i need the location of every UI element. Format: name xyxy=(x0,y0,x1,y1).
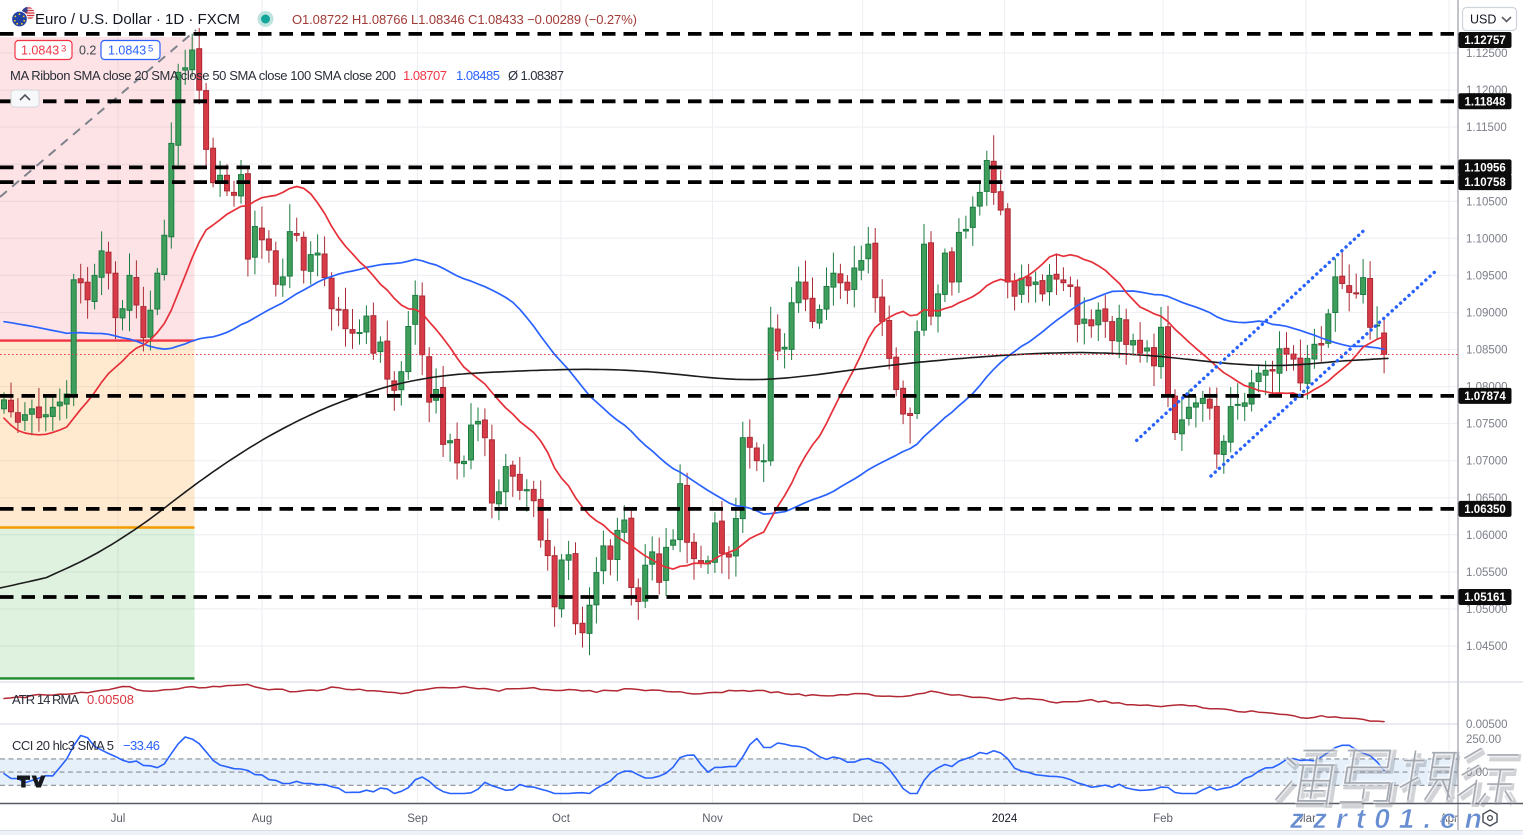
svg-text:1.10758: 1.10758 xyxy=(1464,177,1506,189)
svg-text:1.10956: 1.10956 xyxy=(1464,162,1506,174)
svg-text:1.07500: 1.07500 xyxy=(1466,419,1508,431)
svg-text:1.09000: 1.09000 xyxy=(1466,307,1508,319)
svg-text:1.0843: 1.0843 xyxy=(21,44,59,58)
svg-text:Oct: Oct xyxy=(552,813,571,825)
svg-text:1.06000: 1.06000 xyxy=(1466,530,1508,542)
svg-text:1.05000: 1.05000 xyxy=(1466,604,1508,616)
svg-text:Apr: Apr xyxy=(1440,813,1458,825)
svg-text:Sep: Sep xyxy=(407,813,427,825)
svg-text:zzrt01.cn: zzrt01.cn xyxy=(1289,803,1491,834)
svg-text:O1.08722 H1.08766 L1.08346 C1.: O1.08722 H1.08766 L1.08346 C1.08433 −0.0… xyxy=(292,12,637,27)
svg-text:1.07000: 1.07000 xyxy=(1466,456,1508,468)
svg-text:1.05500: 1.05500 xyxy=(1466,567,1508,579)
svg-text:1.11848: 1.11848 xyxy=(1465,96,1507,108)
svg-text:ATR 14 RMA: ATR 14 RMA xyxy=(12,692,79,707)
svg-text:250.00: 250.00 xyxy=(1466,734,1501,746)
svg-text:Aug: Aug xyxy=(252,813,272,825)
svg-text:Euro / U.S. Dollar · 1D · FXCM: Euro / U.S. Dollar · 1D · FXCM xyxy=(35,11,240,28)
svg-text:1.07874: 1.07874 xyxy=(1464,391,1506,403)
svg-text:1.05161: 1.05161 xyxy=(1464,592,1506,604)
svg-text:0.2: 0.2 xyxy=(79,44,96,58)
svg-text:Feb: Feb xyxy=(1153,813,1173,825)
svg-text:1.11500: 1.11500 xyxy=(1466,122,1507,134)
svg-text:−33.46: −33.46 xyxy=(123,738,160,753)
svg-text:1.04500: 1.04500 xyxy=(1466,641,1508,653)
svg-text:MA Ribbon SMA close 20 SMA clo: MA Ribbon SMA close 20 SMA close 50 SMA … xyxy=(10,68,396,83)
svg-text:Mar: Mar xyxy=(1296,813,1316,825)
svg-text:0.00508: 0.00508 xyxy=(87,692,134,707)
svg-text:USD: USD xyxy=(1470,13,1496,27)
svg-text:5: 5 xyxy=(148,44,153,55)
svg-text:Nov: Nov xyxy=(702,813,723,825)
svg-text:0.00500: 0.00500 xyxy=(1466,719,1508,731)
svg-text:1.08485: 1.08485 xyxy=(456,68,500,83)
svg-text:3: 3 xyxy=(61,44,66,55)
svg-text:1.08707: 1.08707 xyxy=(403,68,447,83)
svg-text:1.12500: 1.12500 xyxy=(1466,48,1508,60)
svg-text:1.12757: 1.12757 xyxy=(1464,35,1506,47)
svg-text:Ø 1.08387: Ø 1.08387 xyxy=(508,68,564,83)
svg-text:1.08500: 1.08500 xyxy=(1466,345,1508,357)
svg-text:1.0843: 1.0843 xyxy=(108,44,146,58)
svg-text:1.10000: 1.10000 xyxy=(1466,233,1508,245)
svg-text:CCI 20 hlc3 SMA 5: CCI 20 hlc3 SMA 5 xyxy=(12,738,114,753)
svg-text:Jul: Jul xyxy=(111,813,126,825)
svg-text:1.06350: 1.06350 xyxy=(1464,504,1506,516)
svg-text:1.09500: 1.09500 xyxy=(1466,270,1508,282)
svg-text:Dec: Dec xyxy=(852,813,873,825)
svg-text:2024: 2024 xyxy=(992,813,1018,825)
svg-text:1.10500: 1.10500 xyxy=(1466,196,1508,208)
